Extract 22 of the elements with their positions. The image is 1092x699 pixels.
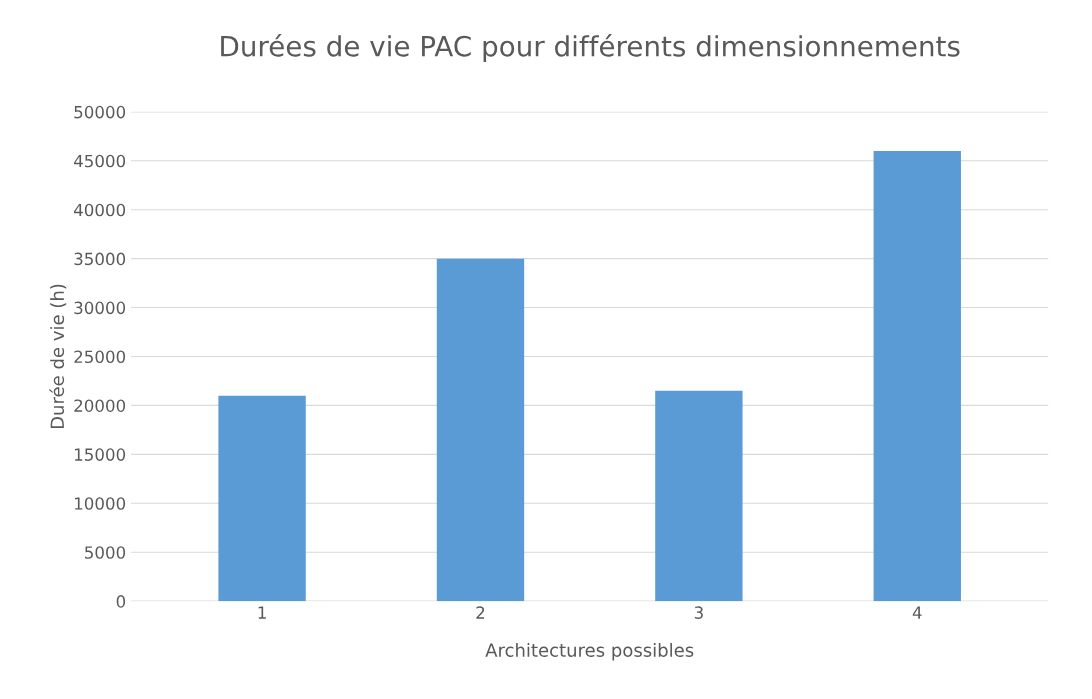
x-tick-label: 4 (912, 606, 922, 619)
y-tick-label: 45000 (73, 154, 126, 168)
x-axis-title: Architectures possibles (485, 642, 694, 661)
y-tick-label: 5000 (85, 546, 126, 559)
y-tick-label: 20000 (74, 399, 126, 412)
y-tick-label: 25000 (74, 350, 126, 364)
y-tick-label: 0 (116, 595, 126, 608)
x-tick-label: 1 (258, 606, 266, 619)
bar (655, 390, 743, 602)
x-tick-label: 2 (476, 606, 485, 619)
y-tick-label: 10000 (74, 497, 126, 510)
y-tick-label: 30000 (74, 301, 126, 315)
bar (218, 395, 306, 602)
y-tick-label: 40000 (73, 203, 126, 217)
y-tick-label: 35000 (74, 252, 126, 266)
bar (873, 150, 961, 602)
chart-title: Durées de vie PAC pour différents dimensionnements (221, 34, 960, 63)
y-axis-title: Durée de vie (h) (49, 284, 67, 429)
y-tick-label: 15000 (74, 448, 126, 461)
y-tick-label: 50000 (74, 105, 126, 119)
x-tick-label: 3 (694, 606, 703, 619)
bar (436, 258, 525, 602)
